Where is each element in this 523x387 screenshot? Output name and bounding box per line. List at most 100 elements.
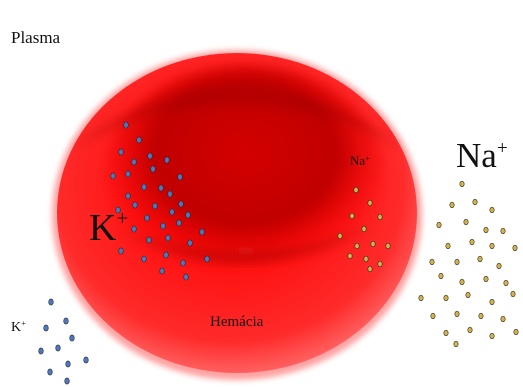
ion-dot [454, 310, 460, 318]
ion-dot [65, 360, 71, 368]
ion-dot [43, 324, 49, 332]
ion-dot [146, 236, 152, 244]
ion-dot [353, 186, 359, 194]
ion-dot [165, 234, 171, 242]
k-inside-charge: + [116, 206, 129, 231]
ion-dot [496, 262, 502, 270]
ion-dot [472, 198, 478, 206]
ion-dot [183, 273, 189, 281]
ion-dot [158, 184, 164, 192]
ion-dot [500, 315, 506, 323]
potassium-ions-inside [110, 121, 210, 281]
ion-dot [489, 206, 495, 214]
ion-dot [63, 317, 69, 325]
ion-dot [160, 222, 166, 230]
ion-dot [489, 298, 495, 306]
ion-dot [131, 225, 137, 233]
ion-dot [459, 278, 465, 286]
ion-dot [367, 265, 373, 273]
ion-dot [69, 334, 75, 342]
ion-dot [477, 255, 483, 263]
ion-dot [367, 199, 373, 207]
ion-dot [363, 255, 369, 263]
ion-dot [144, 214, 150, 222]
ion-dot [347, 252, 353, 260]
ion-dot [500, 227, 506, 235]
ion-dot [159, 267, 165, 275]
ion-dot [136, 136, 142, 144]
ion-dot [131, 158, 137, 166]
ion-dot [354, 242, 360, 250]
ion-dot [454, 258, 460, 266]
ion-dot [64, 377, 70, 385]
ion-dot [125, 192, 131, 200]
ion-dot [337, 232, 343, 240]
na-inside-charge: + [365, 153, 370, 163]
ion-dot [164, 156, 170, 164]
ion-dot [83, 356, 89, 364]
ion-dot [177, 173, 183, 181]
na-outside-symbol: Na [456, 136, 497, 175]
sodium-ions-outside [418, 180, 519, 348]
k-outside-symbol: K [11, 320, 22, 335]
ion-dot [483, 275, 489, 283]
ion-dot [132, 201, 138, 209]
ion-dot [110, 172, 116, 180]
ion-dot [459, 180, 465, 188]
ion-dot [199, 228, 205, 236]
ion-dot [463, 218, 469, 226]
k-inside-symbol: K [89, 207, 117, 249]
ion-dot [513, 328, 519, 336]
ion-dot [469, 238, 475, 246]
ion-dot [48, 298, 54, 306]
ion-dot [169, 208, 175, 216]
cell-rim-shadow [120, 225, 375, 264]
cell-label: Hemácia [210, 314, 264, 330]
potassium-outside-label: K+ [11, 318, 27, 336]
sodium-inside-label: Na+ [350, 153, 370, 169]
ion-dot [465, 291, 471, 299]
ion-dot [510, 290, 516, 298]
na-outside-charge: + [496, 137, 508, 159]
ion-dot [385, 242, 391, 250]
ion-dot [141, 255, 147, 263]
ion-dot [418, 294, 424, 302]
ion-dot [361, 225, 367, 233]
ion-dot [147, 152, 153, 160]
ion-dot [187, 239, 193, 247]
ion-dot [178, 200, 184, 208]
ion-dot [349, 212, 355, 220]
ion-dot [125, 170, 131, 178]
ion-dot [453, 340, 459, 348]
ion-dot [55, 344, 61, 352]
cell-dimple [105, 65, 385, 285]
ion-dot [123, 121, 129, 129]
ion-dot [445, 242, 451, 250]
ion-dot [115, 206, 121, 214]
k-outside-charge: + [21, 318, 27, 329]
ion-dot [443, 329, 449, 337]
ion-dot [467, 326, 473, 334]
plasma-label: Plasma [11, 28, 61, 47]
ion-dot [150, 165, 156, 173]
ion-dot [483, 226, 489, 234]
ion-dot [438, 272, 444, 280]
ion-dot [38, 347, 44, 355]
ion-dot [167, 190, 173, 198]
ion-dot [180, 259, 186, 267]
ion-dot [47, 368, 53, 376]
ion-dot [489, 332, 495, 340]
ion-dot [152, 202, 158, 210]
ion-dot [449, 201, 455, 209]
ion-dot [436, 221, 442, 229]
ion-dot [478, 312, 484, 320]
ion-dot [512, 244, 518, 252]
ion-dot [377, 260, 383, 268]
ion-dot [430, 312, 436, 320]
ion-dot [489, 242, 495, 250]
potassium-inside-label: K+ [89, 206, 128, 250]
ion-dot [118, 148, 124, 156]
ion-dot [429, 258, 435, 266]
ion-dot [118, 247, 124, 255]
